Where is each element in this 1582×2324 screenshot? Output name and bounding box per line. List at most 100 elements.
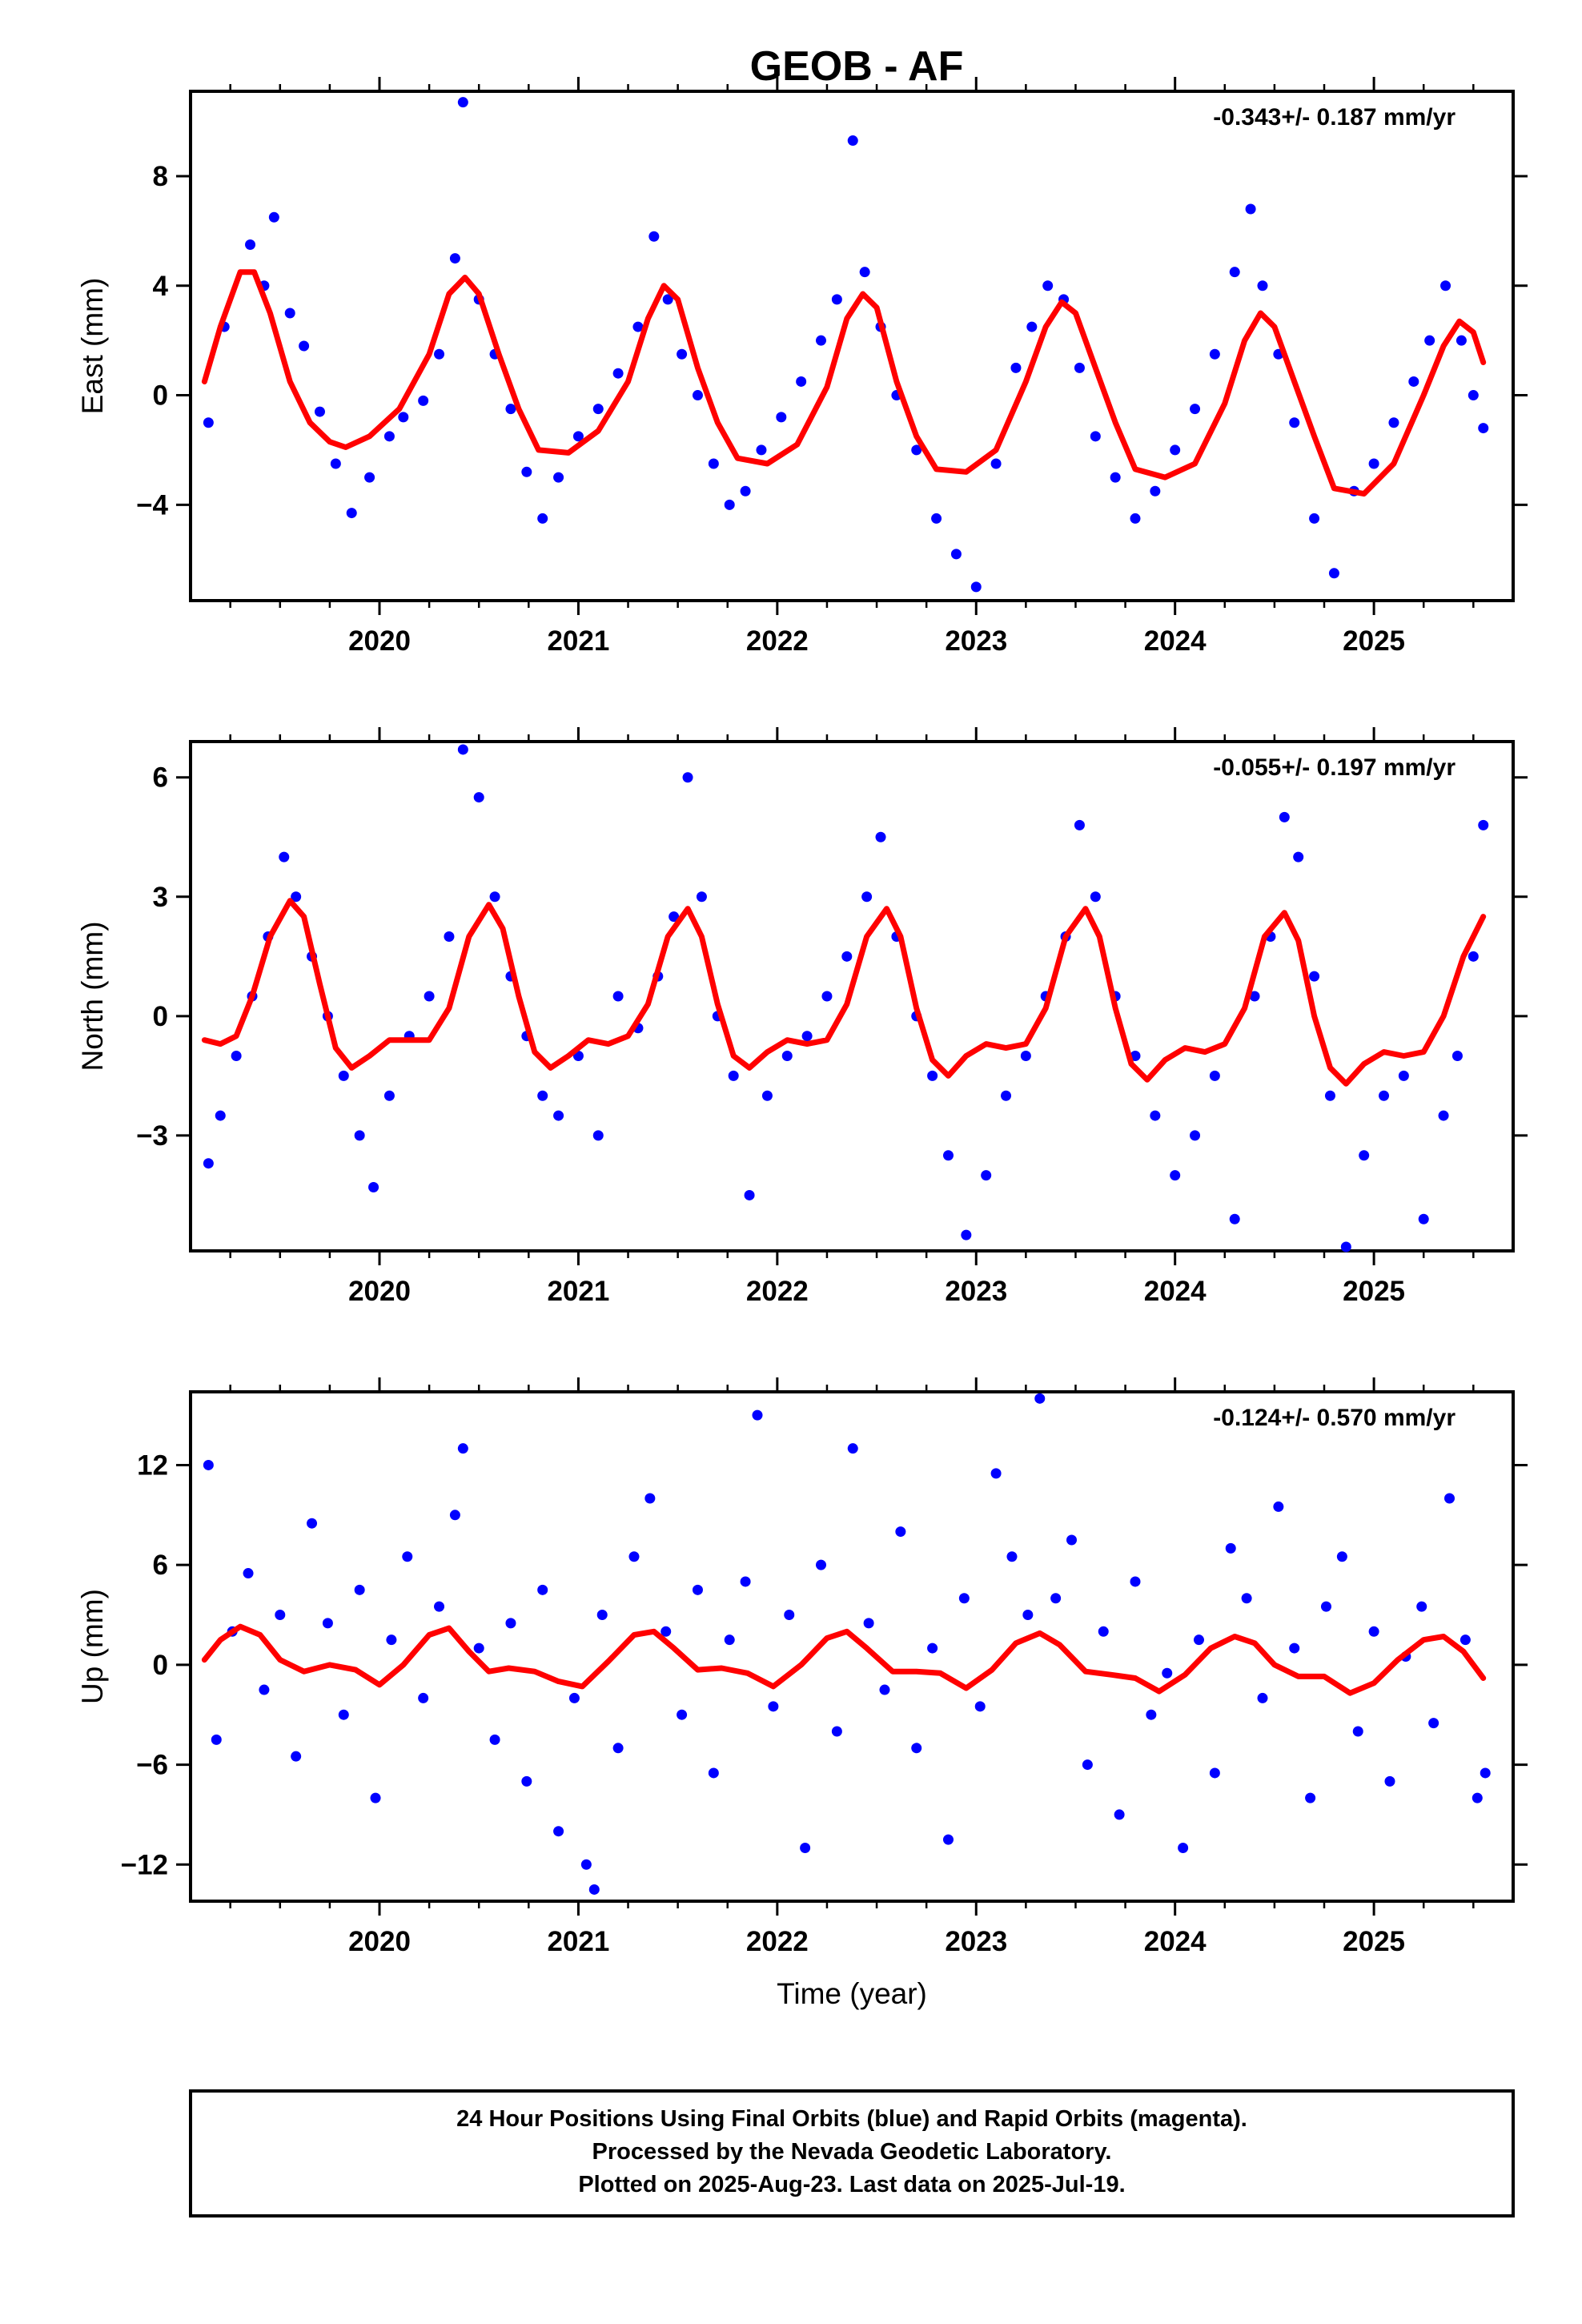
data-point <box>354 1130 365 1141</box>
data-point <box>505 404 516 415</box>
data-point <box>1074 362 1085 373</box>
data-point <box>553 472 564 483</box>
data-point <box>1190 1130 1201 1141</box>
x-tick-label: 2021 <box>547 1926 609 1957</box>
data-point <box>215 1110 226 1121</box>
fit-curve <box>201 269 1487 497</box>
data-point <box>457 97 468 108</box>
data-point <box>708 1767 719 1779</box>
y-tick-label: 12 <box>137 1449 168 1481</box>
y-tick-label: 8 <box>153 161 168 192</box>
y-tick-label: −12 <box>121 1849 168 1880</box>
data-point <box>677 348 688 360</box>
data-point <box>537 1584 548 1595</box>
data-point <box>1229 267 1240 278</box>
data-point <box>927 1642 938 1654</box>
data-point <box>740 485 751 497</box>
data-point <box>203 1459 214 1470</box>
y-tick-label: 4 <box>153 271 169 302</box>
data-point <box>1010 362 1022 373</box>
data-point <box>402 1551 413 1562</box>
data-point <box>1384 1775 1395 1787</box>
footer-line-3: Plotted on 2025-Aug-23. Last data on 202… <box>578 2172 1125 2197</box>
data-point <box>861 891 873 903</box>
y-tick-label: −4 <box>136 489 168 521</box>
data-point <box>259 1684 270 1695</box>
data-point <box>1257 280 1268 292</box>
data-point <box>682 772 693 783</box>
data-point <box>1050 1593 1062 1604</box>
data-point <box>692 390 703 401</box>
data-point <box>776 412 787 423</box>
x-tick-label: 2022 <box>746 1926 809 1957</box>
data-point <box>696 891 707 903</box>
data-point <box>1456 335 1467 346</box>
page-title: GEOB - AF <box>750 43 964 90</box>
data-point <box>1289 1642 1300 1654</box>
data-point <box>1209 1767 1220 1779</box>
data-point <box>211 1734 222 1745</box>
footer-line-2: Processed by the Nevada Geodetic Laborat… <box>592 2139 1112 2165</box>
data-point <box>449 253 460 264</box>
data-point <box>761 1090 773 1101</box>
data-point <box>648 231 660 242</box>
data-point <box>338 1709 349 1720</box>
data-point <box>1020 1051 1031 1062</box>
data-point <box>279 851 290 862</box>
data-point <box>942 1150 954 1161</box>
data-point <box>752 1409 763 1421</box>
y-tick-label: 0 <box>153 1001 168 1032</box>
data-point <box>434 1601 445 1612</box>
data-point <box>553 1826 564 1837</box>
data-point <box>1001 1090 1012 1101</box>
data-point <box>784 1610 795 1621</box>
data-point <box>537 1090 548 1101</box>
panel-east: 2020 2021 2022 2023 2024 2025 8 4 0 −4 East (mm) -0… <box>76 77 1528 657</box>
y-tick-label: 6 <box>153 1550 168 1581</box>
data-point <box>831 294 842 305</box>
data-point <box>815 335 826 346</box>
data-point <box>1150 1110 1161 1121</box>
footer-box: 24 Hour Positions Using Final Orbits (bl… <box>189 2089 1515 2217</box>
y-axis-label: North (mm) <box>76 921 109 1071</box>
data-point <box>821 991 833 1002</box>
data-point <box>1034 1393 1046 1404</box>
data-point <box>383 1090 395 1101</box>
x-tick-label: 2021 <box>547 1276 609 1307</box>
data-point <box>1042 280 1054 292</box>
data-point <box>588 1884 600 1895</box>
y-tick-label: 0 <box>153 1650 168 1681</box>
data-point <box>958 1593 970 1604</box>
y-tick-label: 6 <box>153 762 168 794</box>
data-point <box>644 1493 656 1504</box>
data-point <box>370 1792 381 1803</box>
data-point <box>847 1443 858 1454</box>
data-point <box>434 348 445 360</box>
data-point <box>398 412 409 423</box>
data-point <box>1229 1213 1240 1224</box>
data-point <box>1098 1626 1109 1637</box>
data-point <box>1006 1551 1018 1562</box>
data-point <box>1444 1493 1456 1504</box>
data-point <box>489 891 500 903</box>
data-point <box>708 458 719 469</box>
data-point <box>942 1834 954 1845</box>
data-point <box>1416 1601 1427 1612</box>
data-point <box>974 1701 986 1712</box>
data-point <box>383 431 395 442</box>
data-point <box>1273 1501 1284 1512</box>
data-point <box>1170 444 1181 456</box>
data-point <box>1257 1692 1268 1703</box>
data-point <box>1110 472 1121 483</box>
y-tick-label: −3 <box>136 1120 168 1152</box>
data-point <box>950 549 962 560</box>
data-point <box>1026 321 1038 332</box>
data-point <box>1324 1090 1335 1101</box>
data-point <box>580 1859 592 1870</box>
x-axis-label: Time (year) <box>777 1977 927 2010</box>
data-point <box>592 1130 604 1141</box>
data-point <box>449 1510 460 1521</box>
data-point <box>424 991 435 1002</box>
data-point <box>231 1051 242 1062</box>
x-tick-label: 2022 <box>746 1276 809 1307</box>
